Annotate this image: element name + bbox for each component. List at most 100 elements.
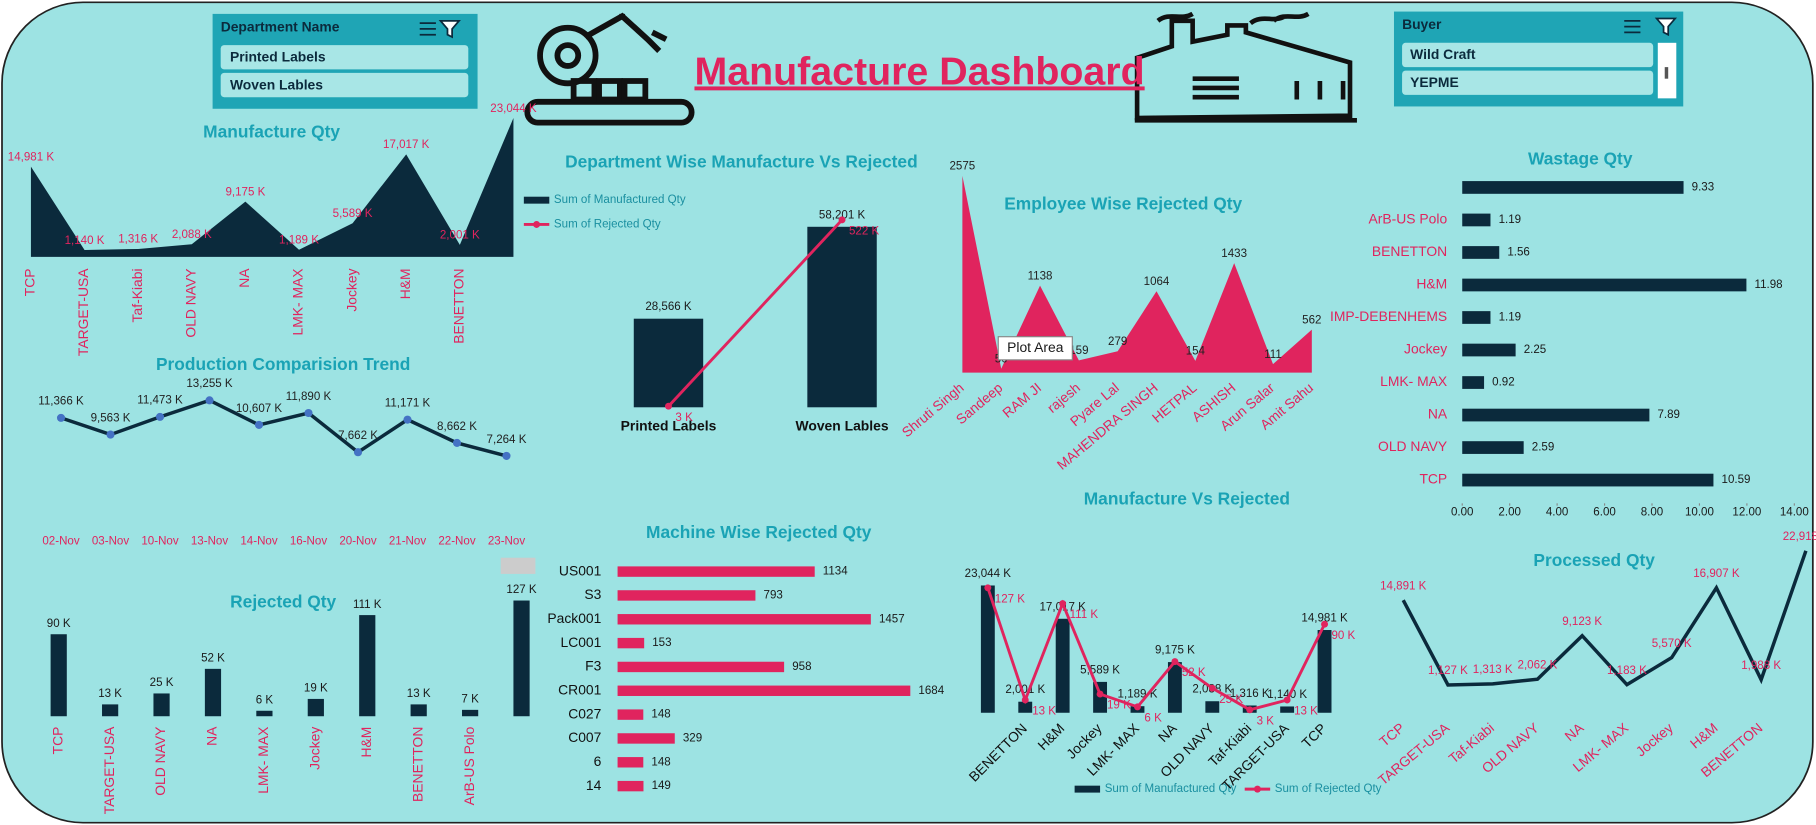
value-label: 3 K bbox=[1257, 715, 1275, 727]
bar bbox=[1167, 662, 1182, 713]
value-label: 127 K bbox=[995, 593, 1026, 605]
legend-swatch bbox=[523, 196, 550, 204]
slicer-item-label[interactable]: Woven Lables bbox=[230, 76, 323, 92]
value-label: 90 K bbox=[1331, 630, 1355, 642]
bar bbox=[307, 698, 324, 717]
value-label: 23,044 K bbox=[490, 103, 537, 115]
value-label: 25 K bbox=[1219, 694, 1243, 706]
chart-title: Processed Qty bbox=[1533, 550, 1655, 570]
value-label: 2,001 K bbox=[1005, 684, 1045, 696]
category-label: NA bbox=[236, 268, 252, 288]
bar bbox=[980, 585, 995, 713]
value-label: 1.56 bbox=[1507, 247, 1530, 259]
bar bbox=[256, 710, 273, 717]
category-label: 20-Nov bbox=[339, 536, 376, 548]
point bbox=[984, 584, 992, 592]
value-label: 1,140 K bbox=[65, 235, 105, 247]
value-label: 2,062 K bbox=[1518, 659, 1558, 671]
slicer-item-label[interactable]: Wild Craft bbox=[1410, 46, 1476, 62]
x-tick-label: 8.00 bbox=[1641, 507, 1664, 519]
value-label: 1,127 K bbox=[1428, 665, 1468, 677]
x-tick-label: 10.00 bbox=[1685, 507, 1714, 519]
slicer-icons[interactable] bbox=[1624, 17, 1678, 37]
bar bbox=[153, 693, 170, 717]
category-label: 23-Nov bbox=[488, 536, 525, 548]
value-label: 58,201 K bbox=[819, 209, 866, 221]
chart-title: Manufacture Qty bbox=[203, 122, 340, 142]
legend-swatch bbox=[1074, 785, 1101, 793]
value-label: 13,255 K bbox=[186, 378, 233, 390]
value-label: 7 K bbox=[461, 694, 479, 706]
slicer-item[interactable] bbox=[1402, 42, 1654, 68]
slicer-item-label[interactable]: Printed Labels bbox=[230, 49, 326, 65]
value-label: 1.19 bbox=[1499, 214, 1522, 226]
category-label: LMK- MAX bbox=[290, 268, 306, 335]
category-label: F3 bbox=[585, 658, 601, 674]
slicer-icons[interactable] bbox=[419, 19, 461, 39]
category-label: LC001 bbox=[560, 634, 601, 650]
category-label: 14-Nov bbox=[240, 536, 277, 548]
bar bbox=[1055, 618, 1070, 713]
bar bbox=[1280, 706, 1295, 713]
bar bbox=[1462, 441, 1524, 454]
bar bbox=[1462, 181, 1684, 194]
tooltip-box bbox=[997, 336, 1073, 361]
point bbox=[254, 420, 264, 429]
value-label: 10.59 bbox=[1722, 474, 1751, 486]
category-label: TCP bbox=[1419, 471, 1447, 487]
category-label: ArB-US Polo bbox=[1369, 211, 1448, 227]
value-label: 13 K bbox=[98, 688, 122, 700]
value-label: 127 K bbox=[506, 584, 537, 596]
value-label: 2.25 bbox=[1524, 344, 1547, 356]
category-label: 03-Nov bbox=[92, 536, 129, 548]
value-label: 1,140 K bbox=[1267, 689, 1307, 701]
line bbox=[1401, 550, 1808, 687]
bar bbox=[617, 757, 644, 768]
x-tick-label: 4.00 bbox=[1546, 507, 1569, 519]
bar bbox=[1018, 701, 1033, 713]
chart-title: Manufacture Vs Rejected bbox=[1084, 488, 1290, 508]
point bbox=[403, 415, 412, 424]
bar bbox=[1462, 278, 1747, 292]
value-label: 14,891 K bbox=[1380, 580, 1427, 592]
slicer-item[interactable] bbox=[220, 45, 469, 70]
value-label: 16,907 K bbox=[1693, 568, 1740, 580]
value-label: 14,981 K bbox=[1301, 613, 1348, 625]
value-label: 52 K bbox=[1182, 667, 1206, 679]
value-label: 148 bbox=[651, 709, 670, 721]
chart-title: Machine Wise Rejected Qty bbox=[646, 522, 872, 542]
category-label: Jockey bbox=[307, 727, 323, 770]
robot-icon bbox=[524, 12, 695, 126]
category-label: OLD NAVY bbox=[182, 268, 198, 337]
chart-title: Wastage Qty bbox=[1528, 148, 1633, 168]
legend-label: Sum of Rejected Qty bbox=[554, 219, 661, 231]
bar bbox=[1462, 473, 1714, 487]
category-label: BENETTON bbox=[409, 727, 425, 802]
category-label: Jockey bbox=[1404, 341, 1447, 357]
dashboard-title: Manufacture Dashboard bbox=[694, 49, 1144, 93]
category-label: BENETTON bbox=[450, 268, 466, 343]
value-label: 11,890 K bbox=[286, 391, 332, 403]
value-label: 1,988 K bbox=[1741, 660, 1781, 672]
category-label: H&M bbox=[397, 268, 413, 299]
value-label: 7,662 K bbox=[338, 430, 378, 442]
bar bbox=[1462, 376, 1485, 389]
slicer-item[interactable] bbox=[1402, 70, 1654, 95]
legend-label: Sum of Manufactured Qty bbox=[554, 194, 686, 206]
value-label: 149 bbox=[652, 780, 671, 792]
value-label: 28,566 K bbox=[645, 301, 692, 313]
value-label: 1,313 K bbox=[1473, 664, 1513, 676]
scroll-thumb[interactable] bbox=[1664, 67, 1669, 79]
bar bbox=[1462, 408, 1650, 422]
slicer-item-label[interactable]: YEPME bbox=[1410, 74, 1459, 90]
bar bbox=[50, 634, 67, 717]
value-label: 148 bbox=[651, 756, 670, 768]
bar bbox=[617, 661, 785, 673]
x-tick-label: 14.00 bbox=[1780, 507, 1809, 519]
zoom-buttons[interactable] bbox=[500, 557, 536, 574]
slicer-item[interactable] bbox=[220, 72, 469, 98]
value-label: 1457 bbox=[879, 613, 905, 625]
value-label: 17,017 K bbox=[383, 139, 430, 151]
line bbox=[986, 587, 1326, 712]
